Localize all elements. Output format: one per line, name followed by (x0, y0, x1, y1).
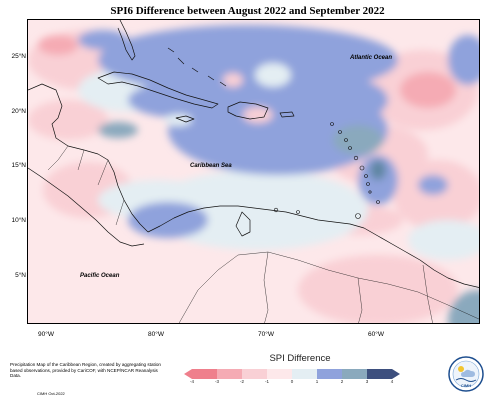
legend-tick: 0 (290, 379, 294, 384)
legend-tick: 2 (340, 379, 344, 384)
legend-title: SPI Difference (269, 353, 331, 364)
legend-arrow-high (392, 369, 400, 379)
legend-swatch-5 (292, 369, 317, 379)
lon-label-80w: 80°W (148, 331, 164, 338)
legend-swatch-7 (342, 369, 367, 379)
legend-swatch-3 (242, 369, 267, 379)
legend-tick: -3 (214, 379, 219, 384)
svg-text:CIMH: CIMH (461, 383, 471, 388)
legend-tick: -2 (239, 379, 244, 384)
legend-tick: -1 (264, 379, 269, 384)
caribbean-sea-label: Caribbean Sea (190, 163, 232, 169)
color-legend-bar (184, 369, 400, 379)
lat-label-10n: 10°N (11, 217, 26, 224)
legend-arrow-low (184, 369, 192, 379)
lat-label-5n: 5°N (15, 272, 26, 279)
lon-label-90w: 90°W (38, 331, 54, 338)
lat-label-20n: 20°N (11, 108, 26, 115)
pacific-ocean-label: Pacific Ocean (80, 273, 120, 279)
legend-tick: 4 (390, 379, 394, 384)
lon-label-60w: 60°W (368, 331, 384, 338)
lat-label-25n: 25°N (11, 53, 26, 60)
cimh-logo-icon: CIMH (448, 356, 484, 392)
lat-label-15n: 15°N (11, 162, 26, 169)
map-description: Precipitation Map of the Caribbean Regio… (10, 362, 161, 379)
map-credit: CIMH Oct-2022 (37, 391, 65, 396)
map-title: SPI6 Difference between August 2022 and … (110, 5, 385, 17)
atlantic-ocean-label: Atlantic Ocean (350, 55, 393, 61)
legend-swatch-8 (367, 369, 392, 379)
legend-tick: 1 (315, 379, 319, 384)
legend-swatch-2 (217, 369, 242, 379)
legend-tick: 3 (365, 379, 369, 384)
legend-swatch-6 (317, 369, 342, 379)
map-panel: Atlantic Ocean Caribbean Sea Pacific Oce… (27, 19, 480, 324)
legend-swatch-1 (192, 369, 217, 379)
lon-label-70w: 70°W (258, 331, 274, 338)
spi-difference-map (28, 20, 479, 323)
legend-tick: -4 (189, 379, 194, 384)
legend-swatch-4 (267, 369, 292, 379)
